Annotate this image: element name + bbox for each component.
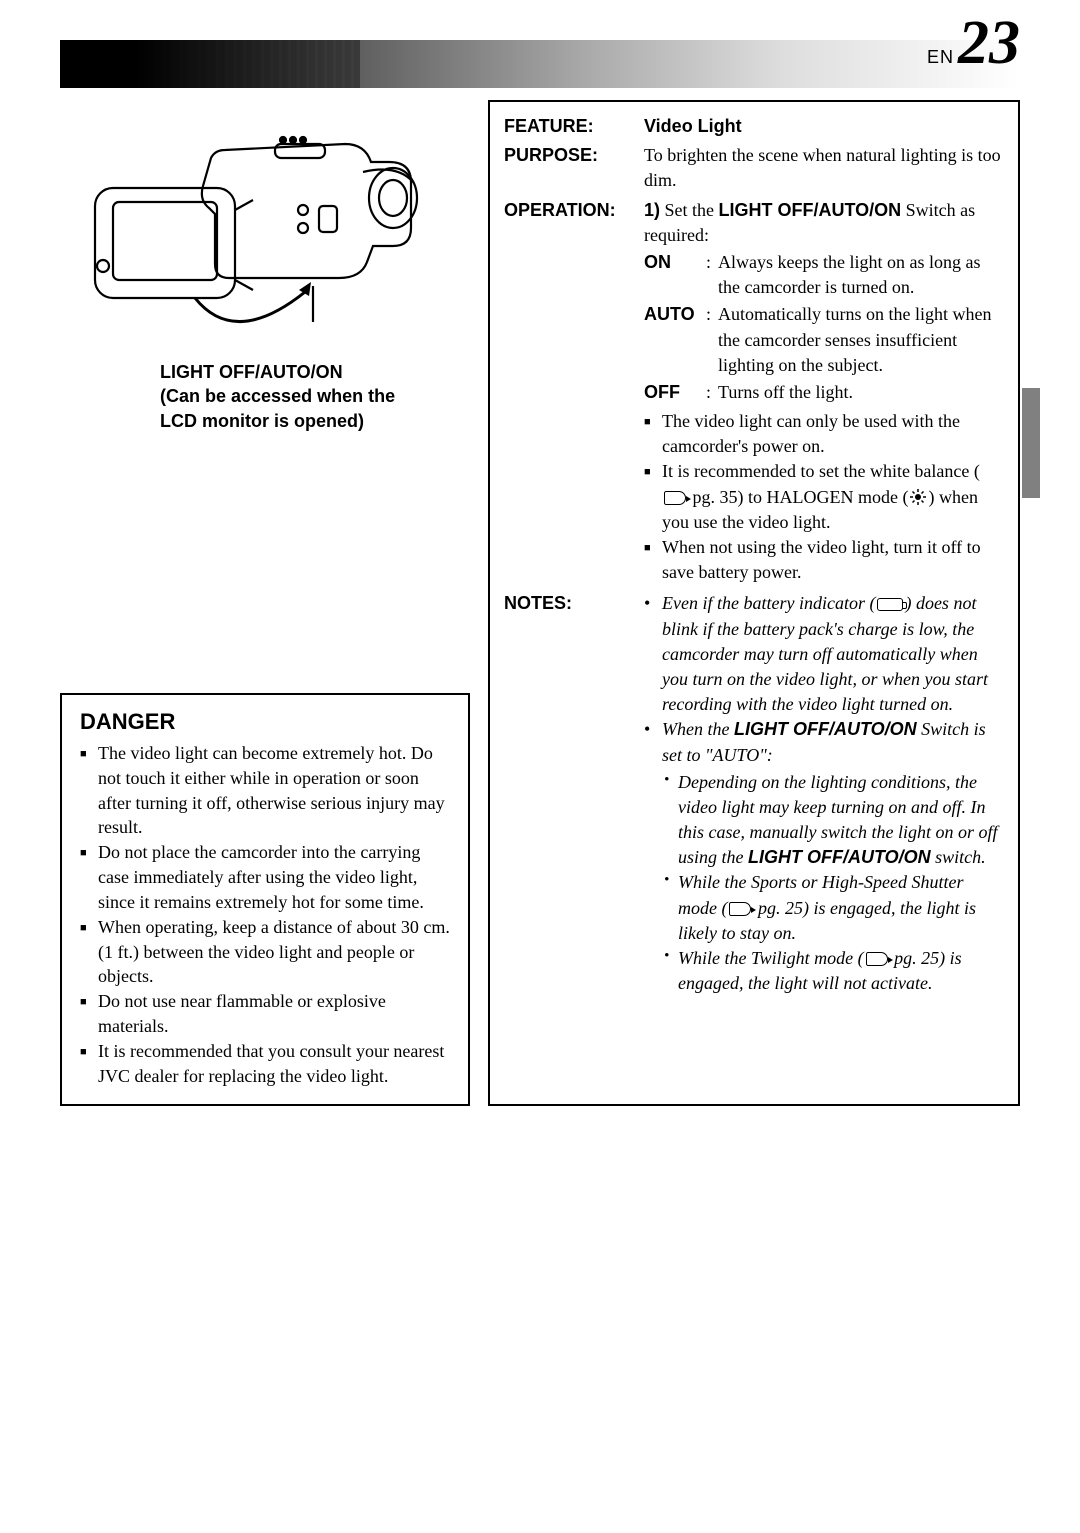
halogen-mode-icon	[910, 489, 926, 505]
switch-txt-off: Turns off the light.	[706, 380, 1004, 405]
caption-line-3: LCD monitor is opened)	[160, 409, 470, 433]
note2-pre: When the	[662, 719, 734, 739]
content-columns: LIGHT OFF/AUTO/ON (Can be accessed when …	[60, 100, 1020, 1106]
op-note-b-pre: It is recommended to set the white balan…	[662, 461, 980, 481]
switch-auto: AUTO Automatically turns on the light wh…	[644, 302, 1004, 378]
s1-post: switch.	[931, 847, 986, 867]
label-feature: FEATURE:	[504, 114, 644, 139]
page-ref-icon	[664, 491, 686, 505]
op-note: It is recommended to set the white balan…	[644, 459, 1004, 535]
note-item: Even if the battery indicator () does no…	[644, 591, 1004, 717]
operation-body: 1) Set the LIGHT OFF/AUTO/ON Switch as r…	[644, 198, 1004, 586]
purpose-text: To brighten the scene when natural light…	[644, 143, 1004, 193]
note-item: When the LIGHT OFF/AUTO/ON Switch is set…	[644, 717, 1004, 996]
danger-title: DANGER	[80, 709, 450, 735]
page-number: 23	[958, 12, 1020, 74]
left-column: LIGHT OFF/AUTO/ON (Can be accessed when …	[60, 100, 470, 1106]
note1-pre: Even if the battery indicator (	[662, 593, 875, 613]
notes-list: Even if the battery indicator () does no…	[644, 591, 1004, 996]
op-note-b-pg: pg. 35) to HALOGEN mode (	[688, 487, 908, 507]
danger-list: The video light can become extremely hot…	[80, 741, 450, 1089]
sub-note: While the Sports or High-Speed Shutter m…	[662, 870, 1004, 946]
header-lang: EN	[927, 47, 954, 68]
page-ref-icon	[729, 902, 751, 916]
s3-pre: While the Twilight mode (	[678, 948, 864, 968]
switch-key-auto: AUTO	[644, 302, 706, 378]
switch-key-on: ON	[644, 250, 706, 300]
feature-name-text: Video Light	[644, 116, 742, 136]
page-number-wrap: EN 23	[927, 12, 1020, 74]
sub-note: Depending on the lighting conditions, th…	[662, 770, 1004, 871]
switch-on: ON Always keeps the light on as long as …	[644, 250, 1004, 300]
right-column: FEATURE: Video Light PURPOSE: To brighte…	[488, 100, 1020, 1106]
caption-line-2: (Can be accessed when the	[160, 384, 470, 408]
danger-item: When operating, keep a distance of about…	[80, 915, 450, 989]
feature-box: FEATURE: Video Light PURPOSE: To brighte…	[488, 100, 1020, 1106]
illustration-caption: LIGHT OFF/AUTO/ON (Can be accessed when …	[60, 360, 470, 433]
side-tab-marker	[1022, 388, 1040, 498]
danger-item: The video light can become extremely hot…	[80, 741, 450, 840]
label-purpose: PURPOSE:	[504, 143, 644, 193]
op-note: The video light can only be used with th…	[644, 409, 1004, 459]
page-ref-icon	[866, 952, 888, 966]
step-txt-a: Set the	[660, 200, 719, 220]
notes-row: NOTES: Even if the battery indicator () …	[504, 591, 1004, 996]
danger-item: It is recommended that you consult your …	[80, 1039, 450, 1089]
sub-note: While the Twilight mode ( pg. 25) is eng…	[662, 946, 1004, 996]
step-num: 1)	[644, 200, 660, 220]
operation-row: OPERATION: 1) Set the LIGHT OFF/AUTO/ON …	[504, 198, 1004, 586]
battery-icon	[877, 598, 903, 611]
note2-bold: LIGHT OFF/AUTO/ON	[734, 719, 917, 739]
purpose-row: PURPOSE: To brighten the scene when natu…	[504, 143, 1004, 193]
danger-item: Do not place the camcorder into the carr…	[80, 840, 450, 914]
feature-row: FEATURE: Video Light	[504, 114, 1004, 139]
manual-page: EN 23	[0, 0, 1080, 1146]
sub-notes-list: Depending on the lighting conditions, th…	[662, 770, 1004, 997]
header-gradient-bar: EN 23	[60, 40, 1020, 88]
operation-notes-list: The video light can only be used with th…	[644, 409, 1004, 585]
feature-name: Video Light	[644, 114, 1004, 139]
switch-off: OFF Turns off the light.	[644, 380, 1004, 405]
step-bold: LIGHT OFF/AUTO/ON	[719, 200, 902, 220]
switch-txt-on: Always keeps the light on as long as the…	[706, 250, 1004, 300]
op-note: When not using the video light, turn it …	[644, 535, 1004, 585]
label-notes: NOTES:	[504, 591, 644, 996]
notes-body: Even if the battery indicator () does no…	[644, 591, 1004, 996]
camcorder-illustration	[75, 110, 455, 350]
danger-item: Do not use near flammable or explosive m…	[80, 989, 450, 1039]
switch-txt-auto: Automatically turns on the light when th…	[706, 302, 1004, 378]
label-operation: OPERATION:	[504, 198, 644, 586]
switch-key-off: OFF	[644, 380, 706, 405]
danger-box: DANGER The video light can become extrem…	[60, 693, 470, 1107]
operation-step-1: 1) Set the LIGHT OFF/AUTO/ON Switch as r…	[644, 198, 1004, 248]
s1-bold: LIGHT OFF/AUTO/ON	[748, 847, 931, 867]
caption-line-1: LIGHT OFF/AUTO/ON	[160, 360, 470, 384]
